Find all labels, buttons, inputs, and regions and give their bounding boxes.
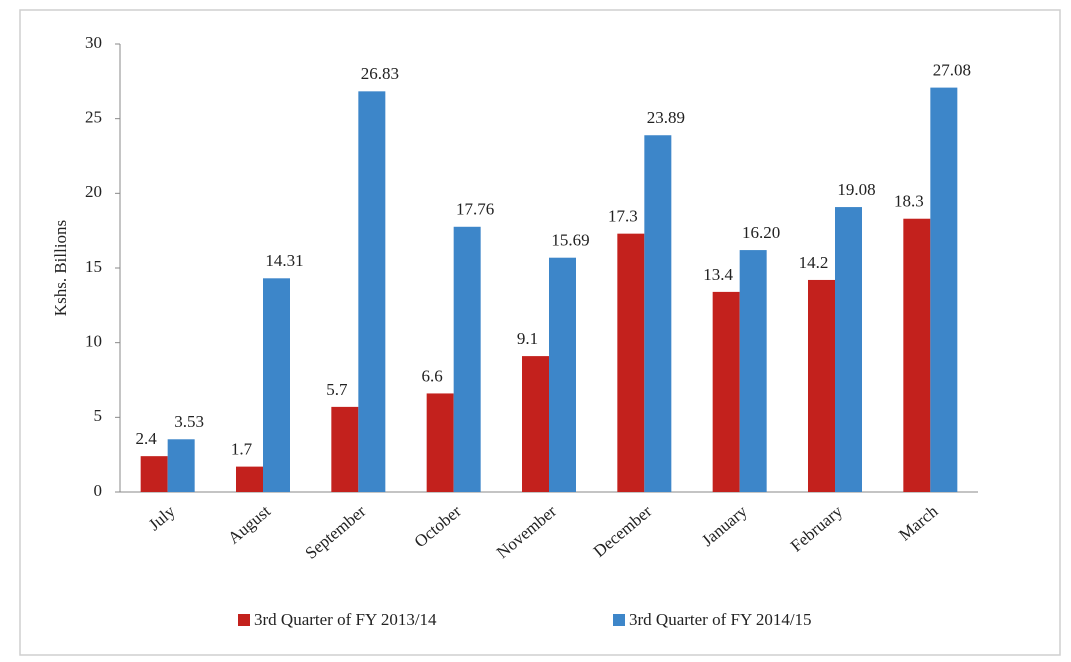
data-label: 14.31 bbox=[265, 251, 303, 270]
legend-label: 3rd Quarter of FY 2014/15 bbox=[629, 610, 812, 629]
data-label: 5.7 bbox=[326, 380, 348, 399]
bar bbox=[522, 356, 549, 492]
data-label: 3.53 bbox=[174, 412, 204, 431]
data-label: 17.3 bbox=[608, 207, 638, 226]
data-label: 1.7 bbox=[231, 440, 253, 459]
bar bbox=[263, 278, 290, 492]
data-label: 17.76 bbox=[456, 200, 494, 219]
data-label: 13.4 bbox=[703, 265, 733, 284]
bar bbox=[930, 87, 958, 492]
bar bbox=[644, 135, 672, 492]
y-tick-label: 25 bbox=[85, 108, 102, 127]
bar bbox=[808, 279, 835, 492]
bar bbox=[903, 218, 931, 492]
data-label: 23.89 bbox=[647, 108, 685, 127]
data-label: 6.6 bbox=[422, 366, 443, 385]
bar bbox=[617, 233, 645, 493]
legend-label: 3rd Quarter of FY 2013/14 bbox=[254, 610, 437, 629]
y-axis-label: Kshs. Billions bbox=[51, 220, 70, 316]
bar bbox=[426, 393, 454, 492]
y-tick-label: 30 bbox=[85, 33, 102, 52]
data-label: 2.4 bbox=[136, 429, 158, 448]
bar bbox=[549, 257, 576, 492]
data-label: 16.20 bbox=[742, 223, 780, 242]
y-tick-label: 20 bbox=[85, 182, 102, 201]
legend-swatch bbox=[238, 614, 250, 626]
bar bbox=[358, 91, 386, 492]
data-label: 19.08 bbox=[837, 180, 875, 199]
legend-swatch bbox=[613, 614, 625, 626]
bar bbox=[331, 406, 359, 492]
y-tick-label: 10 bbox=[85, 332, 102, 351]
data-label: 27.08 bbox=[933, 61, 971, 80]
chart-frame bbox=[19, 9, 1061, 656]
y-tick-label: 15 bbox=[85, 257, 102, 276]
bar bbox=[739, 250, 767, 492]
bar bbox=[712, 291, 740, 492]
bar bbox=[453, 226, 481, 492]
data-label: 14.2 bbox=[799, 253, 829, 272]
data-label: 15.69 bbox=[551, 231, 589, 250]
data-label: 26.83 bbox=[361, 64, 399, 83]
bar bbox=[140, 456, 168, 492]
y-tick-label: 5 bbox=[94, 406, 103, 425]
data-label: 18.3 bbox=[894, 192, 924, 211]
bar bbox=[835, 207, 862, 492]
bar bbox=[167, 439, 195, 492]
bar bbox=[236, 466, 263, 492]
data-label: 9.1 bbox=[517, 329, 538, 348]
y-tick-label: 0 bbox=[94, 481, 103, 500]
